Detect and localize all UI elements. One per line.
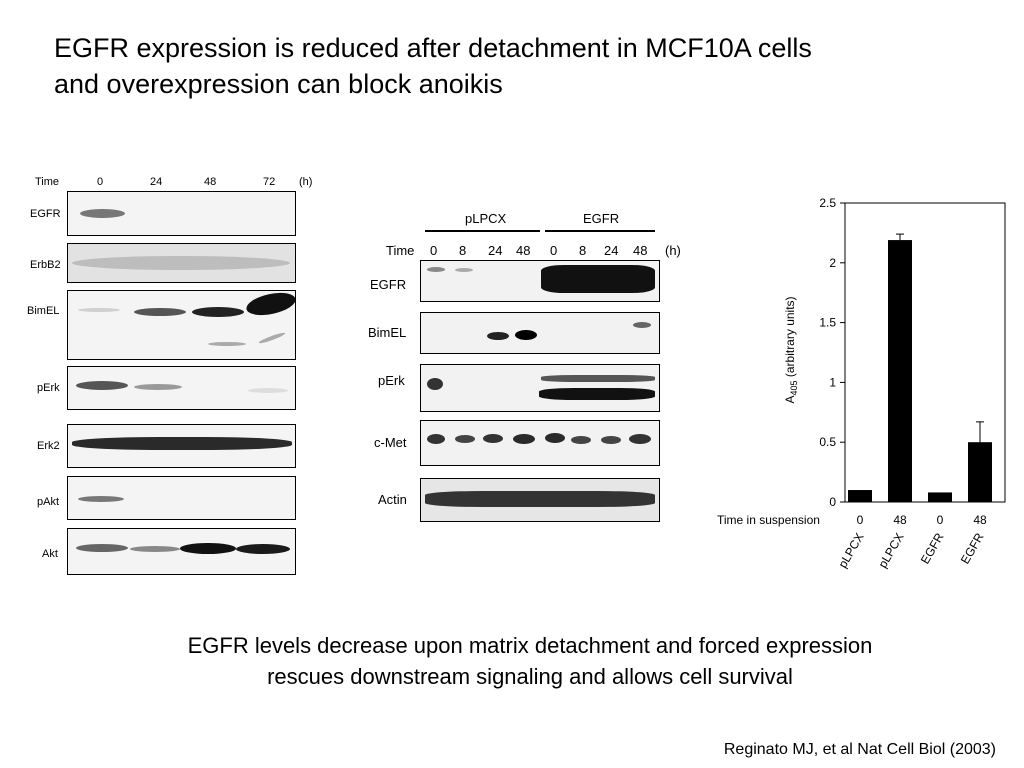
- y-tick-label: 2.5: [819, 196, 836, 210]
- slide-title: EGFR expression is reduced after detachm…: [54, 30, 994, 102]
- blot-b-row-label: EGFR: [370, 277, 407, 292]
- caption-line-2: rescues downstream signaling and allows …: [267, 664, 793, 689]
- group-label: pLPCX: [875, 531, 906, 571]
- group-label: pLPCX: [835, 531, 866, 571]
- blot-a-timepoint: 48: [204, 176, 217, 188]
- blot-b-timepoint: 48: [516, 243, 531, 258]
- blot-b-strip: [420, 478, 660, 522]
- group-line-egfr: [545, 230, 655, 232]
- blot-b-unit: (h): [665, 243, 681, 258]
- bar: [928, 492, 952, 502]
- x-tick-label: 48: [973, 513, 987, 527]
- blot-a-row-label: Erk2: [37, 440, 60, 452]
- blot-b-timepoint: 8: [459, 243, 467, 258]
- group-label-plpcx: pLPCX: [465, 211, 507, 226]
- blot-a-timepoint: 0: [97, 176, 104, 188]
- blot-a-time-label: Time: [35, 176, 60, 188]
- blot-b-row-label: pErk: [378, 373, 405, 388]
- blot-a-timepoint: 24: [150, 176, 163, 188]
- blot-b-timepoint: 48: [633, 243, 648, 258]
- blot-a-row-label: BimEL: [27, 305, 60, 317]
- bar: [968, 442, 992, 502]
- x-tick-label: 0: [857, 513, 864, 527]
- slide-title-line-1: EGFR expression is reduced after detachm…: [54, 33, 812, 63]
- blot-b-timepoint: 24: [604, 243, 619, 258]
- caption-line-1: EGFR levels decrease upon matrix detachm…: [187, 633, 873, 658]
- x-axis-label: Time in suspension: [717, 513, 820, 527]
- slide-title-line-2: and overexpression can block anoikis: [54, 69, 503, 99]
- blot-b-strip: [420, 364, 660, 412]
- y-axis-ticks: 0 0.5 1 1.5 2 2.5: [819, 196, 845, 509]
- y-tick-label: 0: [829, 495, 836, 509]
- blot-b-timepoint: 24: [488, 243, 503, 258]
- blot-a-row-label: ErbB2: [30, 259, 61, 271]
- blot-b-timepoint: 0: [550, 243, 558, 258]
- blot-b-row-label: Actin: [378, 492, 407, 507]
- y-tick-label: 1.5: [819, 316, 836, 330]
- y-tick-label: 2: [829, 256, 836, 270]
- blot-a-unit: (h): [299, 176, 313, 188]
- x-axis-categories: 0 pLPCX 48 pLPCX 0 EGFR 48 EGFR: [835, 513, 987, 570]
- citation: Reginato MJ, et al Nat Cell Biol (2003): [723, 741, 996, 758]
- chart-bars: [848, 233, 992, 503]
- blot-a-strip: [67, 243, 296, 283]
- x-tick-label: 0: [937, 513, 944, 527]
- blot-a-timepoint: 72: [263, 176, 276, 188]
- blot-b-time-label: Time: [386, 243, 415, 258]
- y-tick-label: 0.5: [819, 435, 836, 449]
- group-label: EGFR: [918, 530, 947, 566]
- bar: [888, 240, 912, 503]
- blot-a-row-label: pErk: [37, 382, 60, 394]
- blot-a-row-label: EGFR: [30, 208, 61, 220]
- blot-a-strip: [67, 191, 296, 236]
- blot-b-row-label: BimEL: [368, 325, 407, 340]
- blot-a-row-label: Akt: [42, 548, 58, 560]
- blot-b-timepoint: 8: [579, 243, 587, 258]
- chart-frame: [844, 202, 1006, 503]
- blot-a-strip: [67, 366, 296, 410]
- blot-b-strip: [420, 420, 660, 466]
- group-label: EGFR: [958, 530, 987, 566]
- blot-b-timepoint: 0: [430, 243, 438, 258]
- group-line-plpcx: [425, 230, 540, 232]
- blot-b-strip: [420, 260, 660, 302]
- y-tick-label: 1: [829, 375, 836, 389]
- group-label-egfr: EGFR: [583, 211, 620, 226]
- blot-a-strip: [67, 424, 296, 468]
- bar: [848, 490, 872, 502]
- blot-a-row-label: pAkt: [37, 496, 60, 508]
- blot-a-strip: [67, 528, 296, 575]
- y-axis-label: A405 (arbitrary units): [783, 296, 799, 403]
- blot-b-strip: [420, 312, 660, 354]
- blot-a-strip: [67, 290, 296, 360]
- x-tick-label: 48: [893, 513, 907, 527]
- blot-b-row-label: c-Met: [374, 435, 407, 450]
- blot-a-strip: [67, 476, 296, 520]
- plot-frame: [844, 202, 1006, 503]
- slide-caption: EGFR levels decrease upon matrix detachm…: [100, 630, 960, 692]
